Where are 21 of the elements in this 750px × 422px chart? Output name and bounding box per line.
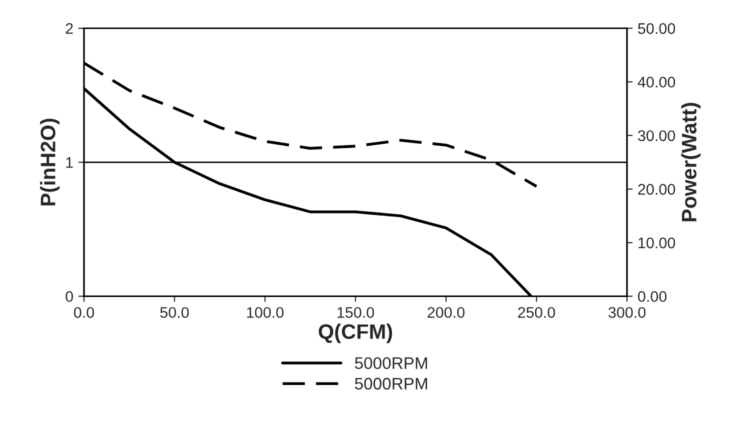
y-axis-title: P(inH2O) <box>40 118 60 206</box>
x-tick-label: 0.0 <box>74 307 94 318</box>
x-tick-label: 300.0 <box>608 307 646 318</box>
y2-tick-label: 50.00 <box>638 23 676 34</box>
y-tick-label: 2 <box>66 23 73 34</box>
legend-label: 5000RPM <box>354 378 428 390</box>
y2-tick-label: 20.00 <box>638 184 676 195</box>
y-tick-label: 1 <box>66 157 73 168</box>
y2-tick-label: 0.00 <box>638 291 667 302</box>
legend-label: 5000RPM <box>354 357 428 370</box>
y2-tick-label: 10.00 <box>638 238 676 248</box>
x-axis-title: Q(CFM) <box>318 324 392 344</box>
x-tick-label: 150.0 <box>338 307 374 318</box>
y2-tick-label: 30.00 <box>638 130 676 142</box>
y2-tick-label: 40.00 <box>638 76 676 88</box>
y-tick-label: 0 <box>66 291 73 302</box>
x-tick-label: 200.0 <box>428 307 465 318</box>
x-tick-label: 100.0 <box>247 307 284 318</box>
x-tick-label: 50.0 <box>160 307 189 318</box>
y2-axis-title: Power(Watt) <box>681 102 701 222</box>
x-tick-label: 250.0 <box>518 307 556 318</box>
